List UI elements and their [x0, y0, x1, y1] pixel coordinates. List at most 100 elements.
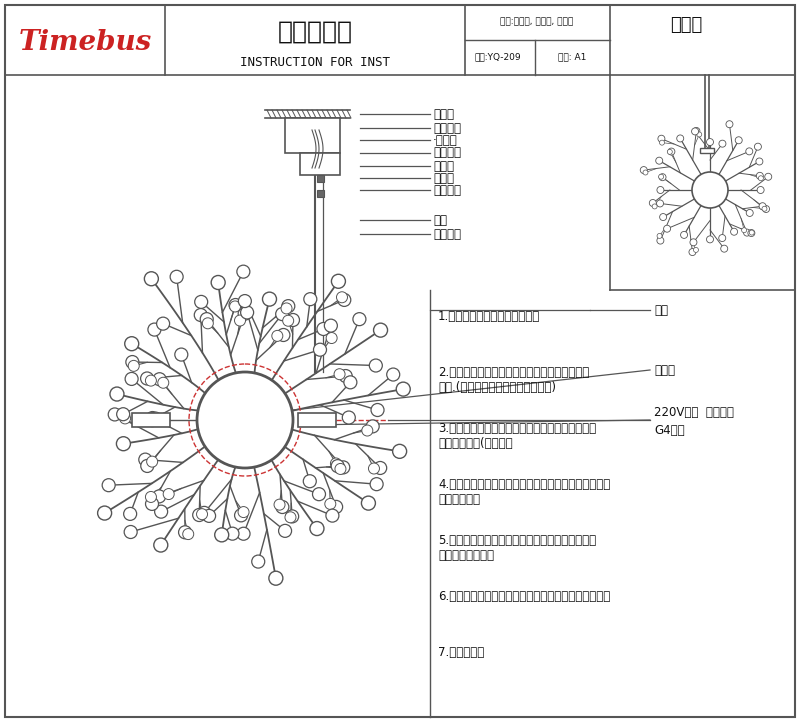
Circle shape [128, 360, 139, 371]
Circle shape [657, 186, 664, 193]
Text: 2.请在有电工的指导下安装！或在确定断电的情
况下.(轻拿轻放，将所有配件拿出米): 2.请在有电工的指导下安装！或在确定断电的情 况下.(轻拿轻放，将所有配件拿出米… [438, 366, 590, 394]
Circle shape [667, 149, 672, 155]
Circle shape [150, 412, 162, 423]
Circle shape [652, 204, 657, 209]
Bar [700, 148, 714, 153]
Circle shape [374, 323, 387, 337]
Circle shape [691, 128, 698, 135]
Circle shape [262, 292, 277, 306]
Circle shape [154, 538, 168, 552]
Circle shape [689, 248, 696, 256]
Circle shape [278, 524, 291, 537]
Circle shape [721, 245, 728, 252]
Circle shape [677, 135, 684, 142]
Circle shape [325, 498, 336, 510]
Circle shape [158, 378, 169, 388]
Circle shape [756, 158, 763, 165]
Circle shape [226, 527, 239, 540]
Circle shape [690, 239, 697, 245]
Text: 吸顶盘: 吸顶盘 [433, 172, 454, 185]
Circle shape [337, 292, 347, 303]
Text: 中座球: 中座球 [654, 363, 675, 376]
Circle shape [331, 460, 344, 473]
Circle shape [742, 227, 746, 232]
Text: 地址:广东省, 中山市, 六镇镇: 地址:广东省, 中山市, 六镇镇 [500, 17, 574, 27]
Circle shape [124, 508, 137, 521]
Circle shape [659, 140, 665, 145]
Circle shape [313, 487, 326, 500]
Circle shape [658, 174, 663, 179]
Circle shape [342, 411, 355, 424]
Text: 3.先将挂板取下米然后用膨虎和膨虎螺丝固定挂板
在安装位置上(天花板）: 3.先将挂板取下米然后用膨虎和膨虎螺丝固定挂板 在安装位置上(天花板） [438, 422, 596, 450]
Circle shape [393, 444, 406, 458]
Circle shape [237, 265, 250, 278]
Circle shape [730, 228, 738, 235]
Circle shape [371, 404, 384, 417]
Circle shape [200, 313, 214, 326]
Circle shape [317, 323, 330, 336]
Circle shape [238, 507, 249, 518]
Circle shape [692, 172, 728, 208]
Circle shape [362, 425, 373, 436]
Circle shape [178, 526, 191, 539]
Circle shape [762, 206, 770, 212]
Circle shape [681, 231, 687, 238]
Circle shape [197, 372, 293, 468]
Circle shape [276, 308, 289, 321]
Circle shape [272, 331, 283, 342]
Circle shape [175, 348, 188, 361]
Circle shape [750, 230, 754, 235]
Bar [317, 175, 324, 182]
Circle shape [237, 527, 250, 540]
Text: ·字挂板: ·字挂板 [433, 134, 458, 147]
Circle shape [117, 408, 130, 421]
Circle shape [303, 475, 316, 488]
Circle shape [234, 315, 246, 326]
Circle shape [335, 464, 346, 474]
Circle shape [98, 506, 112, 520]
Text: 6.关掉电源，将树枝一个一个的扭到中座上去均布好。: 6.关掉电源，将树枝一个一个的扭到中座上去均布好。 [438, 590, 610, 603]
Circle shape [735, 136, 742, 144]
Circle shape [693, 128, 700, 134]
Circle shape [281, 303, 292, 314]
Circle shape [241, 306, 254, 319]
Circle shape [310, 521, 324, 536]
Circle shape [718, 235, 726, 242]
Circle shape [274, 499, 285, 510]
Circle shape [334, 369, 345, 380]
Bar [298, 413, 336, 427]
Circle shape [640, 167, 647, 173]
Bar [132, 413, 170, 427]
Text: 胶粒膨虎: 胶粒膨虎 [433, 121, 461, 134]
Circle shape [659, 174, 666, 180]
Circle shape [353, 313, 366, 326]
Circle shape [252, 555, 265, 568]
Circle shape [285, 512, 296, 523]
Circle shape [706, 139, 714, 146]
Circle shape [286, 510, 298, 523]
Circle shape [748, 230, 755, 237]
Text: 钢丝: 钢丝 [433, 214, 447, 227]
Circle shape [125, 373, 138, 386]
Circle shape [337, 461, 350, 474]
Circle shape [656, 157, 662, 164]
Circle shape [146, 492, 157, 503]
Circle shape [754, 143, 762, 150]
Circle shape [660, 214, 666, 220]
Circle shape [238, 295, 251, 308]
Circle shape [326, 333, 337, 344]
Circle shape [756, 173, 763, 179]
Text: 1.请按照木公司安装说明书安装: 1.请按照木公司安装说明书安装 [438, 310, 540, 323]
Circle shape [706, 236, 714, 243]
Text: 固定螺帽: 固定螺帽 [433, 183, 461, 196]
Text: 接线粒: 接线粒 [433, 160, 454, 173]
Circle shape [198, 506, 210, 519]
Circle shape [157, 317, 170, 330]
Circle shape [396, 382, 410, 396]
Circle shape [108, 408, 122, 421]
Circle shape [757, 186, 764, 193]
Circle shape [726, 121, 733, 128]
Circle shape [657, 237, 664, 244]
Circle shape [743, 229, 750, 236]
Circle shape [277, 329, 290, 342]
